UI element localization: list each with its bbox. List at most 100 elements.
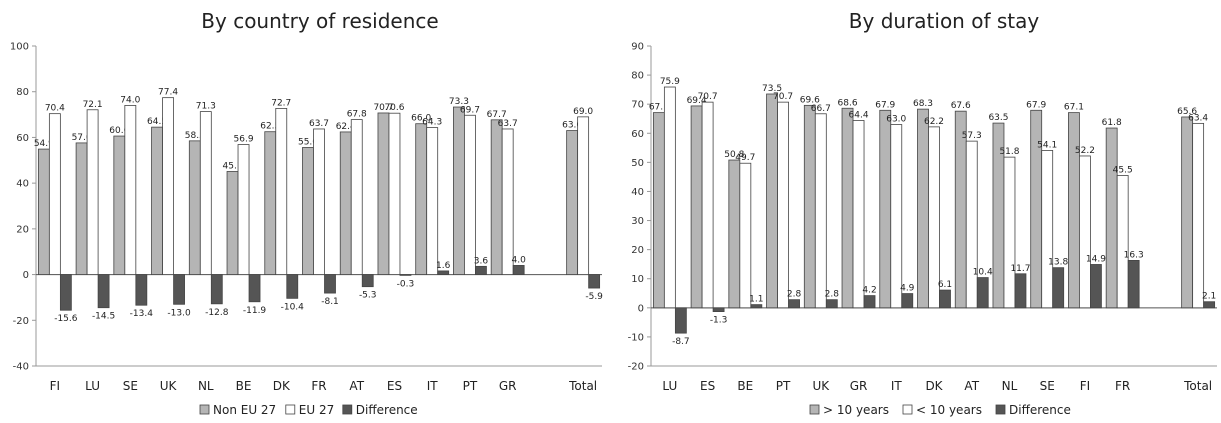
x-tick-label: PT [776, 379, 791, 393]
bar-difference [939, 289, 951, 309]
data-label: 54.1 [1037, 140, 1057, 150]
data-label: 68.3 [913, 99, 933, 109]
bar-non-eu-27 [37, 148, 50, 275]
data-label: 73.3 [449, 97, 469, 107]
x-tick-label: Total [568, 379, 597, 393]
data-label: -0.3 [397, 279, 415, 289]
bar-10-years [917, 108, 929, 309]
data-label: 67.1 [649, 103, 669, 113]
bar-10-years [777, 101, 789, 309]
data-label: 75.9 [660, 77, 680, 87]
x-tick-label: IT [891, 379, 903, 393]
bar-difference [1052, 267, 1065, 309]
bar-eu-27 [388, 112, 401, 275]
data-label: 63.7 [498, 119, 518, 129]
x-tick-label: LU [85, 379, 100, 393]
x-tick-label: BE [236, 379, 252, 393]
x-tick-label: PT [463, 379, 478, 393]
y-tick-label: 70 [631, 100, 644, 111]
bar-eu-27 [48, 113, 61, 275]
data-label: 52.2 [1075, 146, 1095, 156]
data-label: 67.7 [487, 110, 507, 120]
data-label: 6.1 [938, 280, 952, 290]
data-label: -5.9 [585, 292, 603, 302]
data-label: 64.4 [849, 110, 869, 120]
data-label: 14.9 [1086, 254, 1106, 264]
data-label: 72.7 [271, 98, 291, 108]
data-label: 67.6 [951, 101, 971, 111]
x-tick-label: FI [50, 379, 60, 393]
bar-difference [825, 299, 838, 309]
y-tick-label: 100 [10, 42, 29, 53]
bar-eu-27 [313, 128, 325, 275]
bar-10-years [879, 109, 892, 309]
data-label: 63.0 [886, 115, 906, 125]
y-tick-label: 40 [631, 187, 644, 198]
x-tick-label: GR [499, 379, 517, 393]
data-label: 77.4 [158, 88, 178, 98]
bar-10-years [701, 101, 714, 309]
bar-difference [437, 270, 450, 275]
data-label: 70.7 [373, 103, 393, 113]
x-tick-label: LU [662, 379, 677, 393]
bar-non-eu-27 [415, 123, 428, 275]
data-label: 4.9 [900, 284, 915, 294]
chart-panel-1: By country of residence -40 -20 0 20 40 60 80 10… [10, 9, 603, 417]
legend-swatch-non-eu-27 [199, 404, 210, 415]
bar-non-eu-27 [113, 135, 126, 275]
data-label: 68.6 [838, 98, 858, 108]
x-tick-label: FR [311, 379, 326, 393]
data-label: 67.9 [1026, 100, 1046, 110]
bar-non-eu-27 [188, 140, 201, 275]
data-label: 55.6 [298, 137, 318, 147]
bar-10-years [1181, 116, 1194, 309]
y-tick-label: 90 [631, 42, 644, 53]
x-tick-label: UK [812, 379, 830, 393]
bar-difference [674, 307, 687, 334]
y-tick-label: 40 [16, 179, 29, 190]
bar-eu-27 [464, 114, 476, 275]
data-label: -10.4 [281, 302, 305, 312]
data-label: 70.6 [384, 103, 404, 113]
legend-label: Non EU 27 [213, 403, 276, 417]
bar-non-eu-27 [490, 119, 503, 275]
y-tick-label: 80 [16, 87, 29, 98]
data-label: 67.1 [1064, 103, 1084, 113]
bar-10-years [739, 162, 752, 309]
bar-eu-27 [162, 97, 174, 275]
x-tick-label: NL [1002, 379, 1018, 393]
x-tick-label: IT [427, 379, 439, 393]
data-label: -11.9 [243, 306, 267, 316]
data-label: 63.5 [988, 113, 1008, 123]
bar-10-years [890, 124, 903, 309]
data-label: 51.8 [999, 147, 1019, 157]
bar-difference [1127, 259, 1140, 309]
data-label: 63.0 [562, 121, 582, 131]
data-label: 62.2 [924, 117, 944, 127]
bar-eu-27 [426, 127, 439, 275]
bar-10-years [663, 86, 676, 309]
data-label: -13.0 [167, 308, 191, 318]
bar-difference [59, 274, 72, 311]
data-label: 74.0 [120, 95, 140, 105]
x-tick-label: FI [1080, 379, 1090, 393]
bar-10-years [652, 112, 665, 309]
bar-10-years [852, 120, 865, 309]
bar-non-eu-27 [566, 130, 579, 275]
data-label: 50.8 [724, 150, 744, 160]
data-label: 70.4 [45, 104, 65, 114]
bar-difference [475, 265, 487, 275]
bar-difference [750, 304, 763, 309]
bar-difference [210, 274, 223, 305]
x-tick-label: SE [1040, 379, 1055, 393]
bar-eu-27 [275, 108, 288, 275]
data-label: 65.6 [1177, 107, 1197, 117]
bar-difference [901, 293, 914, 309]
bar-10-years [841, 107, 854, 309]
bar-difference [248, 274, 261, 303]
x-tick-label: FR [1115, 379, 1130, 393]
data-label: 69.6 [800, 95, 820, 105]
bar-difference [1203, 301, 1216, 309]
data-label: 67.8 [347, 110, 367, 120]
